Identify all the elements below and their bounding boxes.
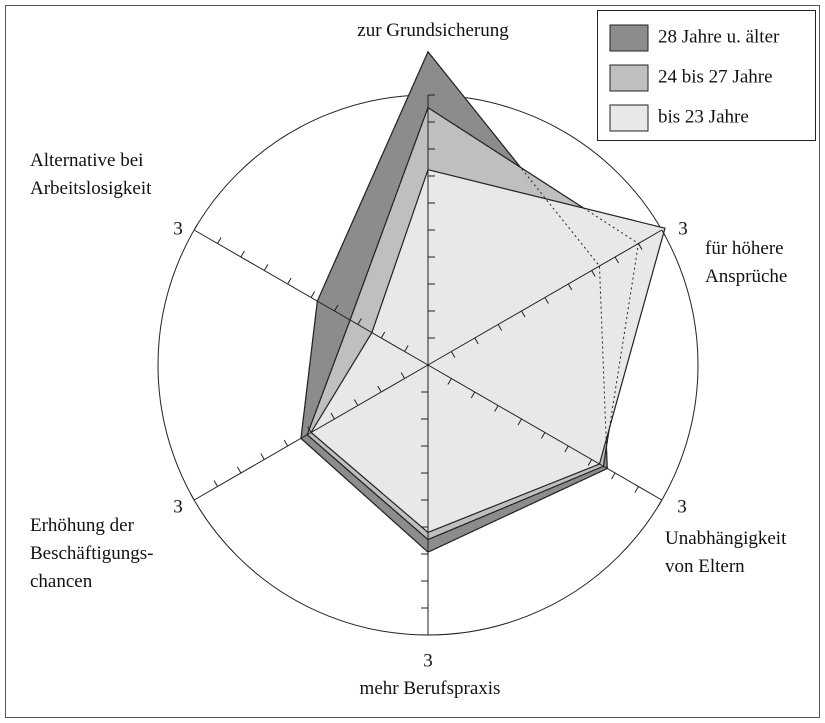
tick-mark — [263, 264, 269, 271]
tick-mark — [237, 466, 242, 474]
tick-mark — [260, 453, 265, 460]
tick-mark — [521, 310, 526, 318]
tick-mark — [591, 270, 596, 277]
tick-mark — [287, 277, 292, 285]
tick-mark — [353, 399, 359, 406]
tick-mark — [564, 445, 569, 453]
legend-swatch — [609, 24, 649, 52]
tick-mark — [544, 297, 549, 304]
tick-mark — [470, 391, 476, 399]
legend-label: 28 Jahre u. älter — [658, 26, 780, 47]
tick-mark — [377, 385, 382, 393]
category-label: für höhere Ansprüche — [705, 238, 787, 287]
tick-mark — [404, 345, 409, 352]
tick-mark — [587, 459, 593, 466]
hidden-edge — [306, 106, 639, 541]
r-tick-label: 3 — [678, 218, 688, 239]
tick-mark — [494, 405, 499, 412]
tick-mark — [540, 432, 546, 439]
r-tick-label: 3 — [423, 650, 433, 671]
tick-mark — [657, 499, 663, 507]
tick-mark — [474, 337, 479, 345]
r-tick-label: 3 — [173, 496, 183, 517]
tick-mark — [497, 324, 503, 331]
tick-mark — [357, 318, 362, 325]
tick-mark — [193, 223, 199, 231]
tick-mark — [334, 304, 339, 312]
tick-mark — [567, 283, 573, 291]
tick-mark — [217, 237, 222, 244]
tick-mark — [400, 372, 406, 379]
legend-swatch — [609, 104, 649, 132]
tick-mark — [190, 493, 195, 501]
r-tick-label: 3 — [173, 218, 183, 239]
category-label: mehr Berufspraxis — [360, 678, 501, 699]
tick-mark — [638, 243, 643, 250]
category-label: Erhöhung der Beschäftigungs-chancen — [30, 515, 153, 592]
tick-mark — [614, 256, 619, 264]
tick-mark — [310, 291, 316, 298]
category-label: Unabhängigkeit von Eltern — [665, 528, 787, 577]
frame — [5, 5, 820, 718]
legend-label: 24 bis 27 Jahre — [658, 66, 773, 87]
tick-mark — [330, 412, 335, 420]
tick-mark — [517, 418, 522, 426]
legend-swatch — [609, 64, 649, 92]
tick-mark — [213, 480, 218, 487]
r-tick-label: 3 — [677, 496, 687, 517]
tick-mark — [634, 486, 639, 493]
tick-mark — [380, 331, 386, 339]
tick-mark — [450, 351, 456, 358]
tick-mark — [447, 378, 452, 385]
tick-mark — [283, 439, 289, 447]
tick-mark — [611, 472, 616, 480]
category-label: Alternative bei Arbeitslosigkeit — [30, 150, 152, 199]
tick-mark — [661, 229, 666, 237]
tick-mark — [240, 250, 245, 258]
legend-label: bis 23 Jahre — [658, 106, 749, 127]
category-label: zur Grundsicherung — [357, 20, 509, 41]
